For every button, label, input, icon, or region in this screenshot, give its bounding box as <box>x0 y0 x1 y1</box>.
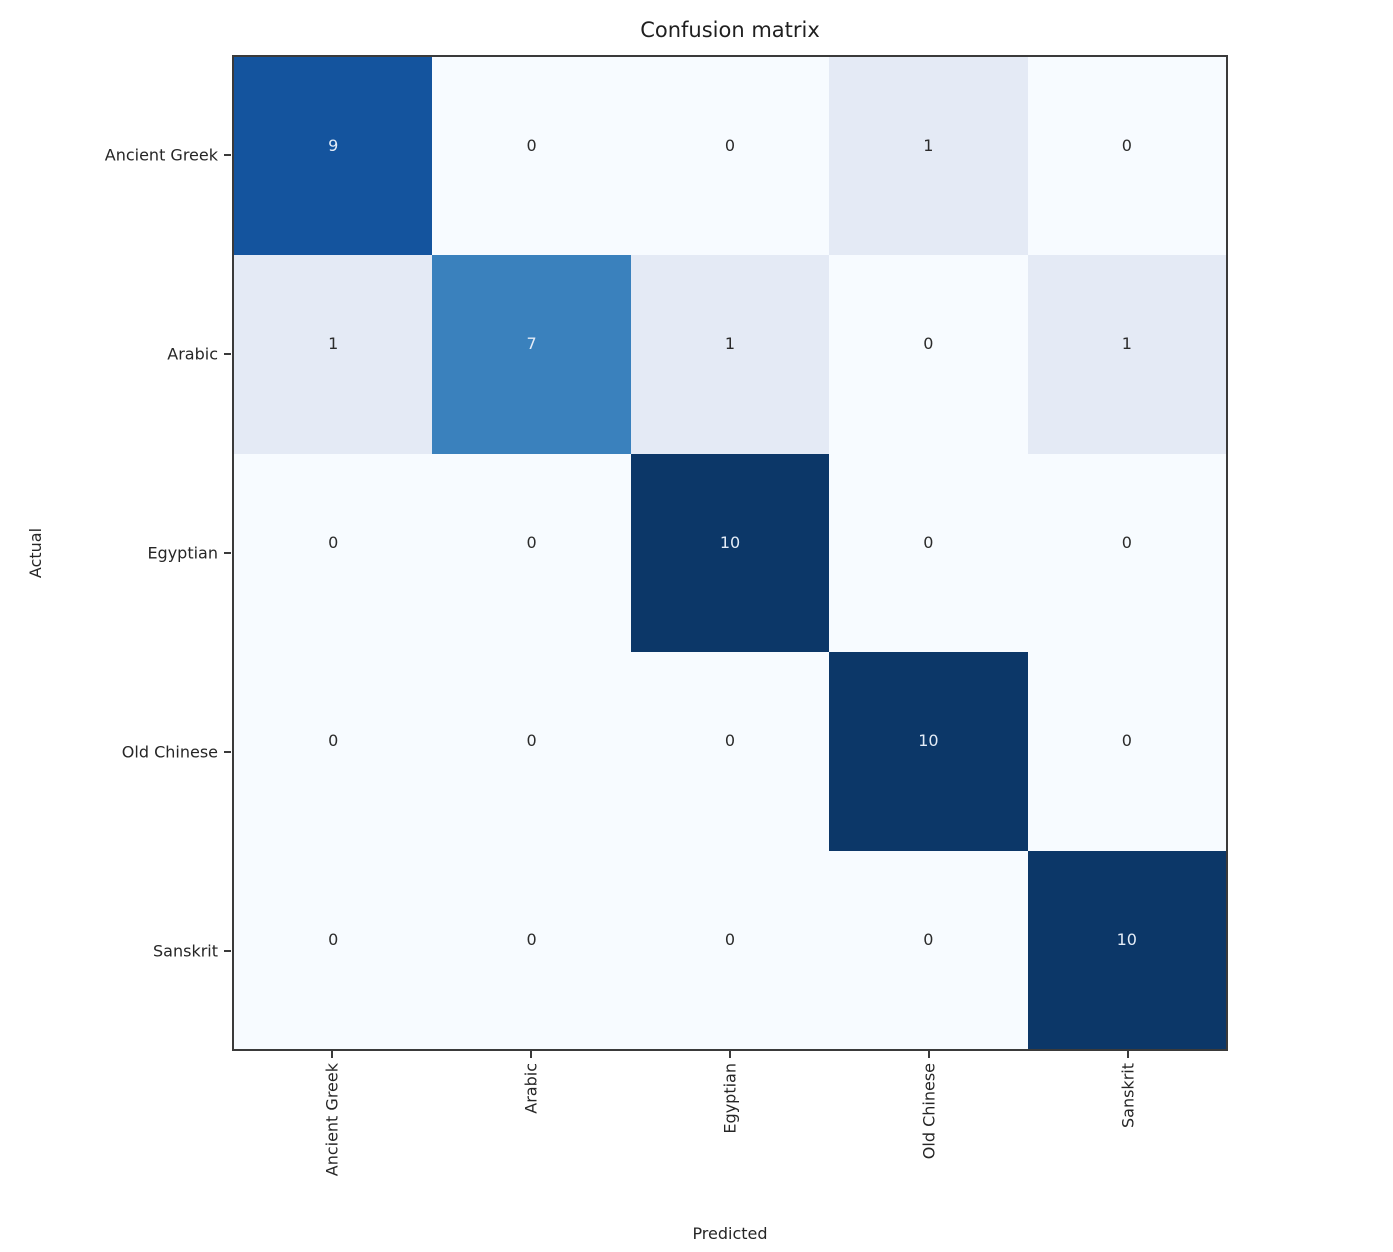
matrix-cell: 0 <box>432 453 631 653</box>
y-axis-tick <box>224 153 231 156</box>
matrix-cell: 10 <box>1027 850 1226 1049</box>
matrix-cell: 0 <box>432 652 631 851</box>
x-axis-tick <box>1127 1051 1130 1058</box>
cell-value: 1 <box>923 136 934 155</box>
x-axis-tick <box>330 1051 333 1058</box>
cell-value: 7 <box>526 334 537 354</box>
col-label: Arabic <box>521 1063 541 1114</box>
matrix-cell: 0 <box>1027 57 1226 256</box>
row-label: Ancient Greek <box>104 145 218 165</box>
cell-value: 0 <box>526 136 537 155</box>
matrix-cell: 1 <box>630 255 830 454</box>
matrix-cell: 0 <box>1027 652 1226 851</box>
matrix-cell: 0 <box>234 652 433 851</box>
matrix-cell: 10 <box>630 453 830 653</box>
y-axis-tick <box>224 552 231 554</box>
matrix-cell: 0 <box>829 453 1028 653</box>
y-axis-tick <box>224 950 231 953</box>
cell-value: 0 <box>724 929 736 949</box>
matrix-cell: 0 <box>432 850 631 1049</box>
matrix-cell: 0 <box>630 850 830 1049</box>
col-label: Old Chinese <box>919 1063 939 1160</box>
cell-value: 0 <box>328 731 339 751</box>
cell-value: 0 <box>923 334 934 354</box>
matrix-cell: 0 <box>630 652 830 851</box>
col-label: Egyptian <box>720 1063 740 1134</box>
x-axis-label: Predicted <box>692 1224 768 1243</box>
cell-value: 1 <box>328 334 339 354</box>
cell-value: 0 <box>526 532 537 552</box>
matrix-cell: 0 <box>829 255 1028 454</box>
row-label: Old Chinese <box>121 742 218 762</box>
heatmap-plot-area: 9 0 0 1 0 1 7 1 0 1 0 0 10 0 0 0 0 0 10 0 0 0 0 0 10 <box>232 55 1228 1051</box>
cell-value: 0 <box>1121 136 1132 155</box>
y-axis-label: Actual <box>26 527 45 579</box>
cell-value: 0 <box>724 136 736 155</box>
col-label: Ancient Greek <box>322 1063 342 1177</box>
cell-value: 0 <box>526 929 537 949</box>
y-axis-tick <box>224 352 231 355</box>
matrix-cell: 9 <box>234 57 433 256</box>
matrix-cell: 0 <box>630 57 830 256</box>
matrix-cell: 1 <box>829 57 1028 256</box>
matrix-cell: 0 <box>1027 453 1226 653</box>
y-axis-tick <box>224 751 231 754</box>
matrix-cell: 0 <box>234 850 433 1049</box>
cell-value: 1 <box>1121 334 1132 354</box>
x-axis-tick <box>529 1051 532 1058</box>
row-label: Sanskrit <box>153 941 218 961</box>
matrix-cell: 10 <box>829 652 1028 851</box>
matrix-cell: 7 <box>432 255 631 454</box>
matrix-cell: 1 <box>1027 255 1226 454</box>
row-label: Arabic <box>167 344 218 364</box>
cell-value: 0 <box>923 532 934 552</box>
matrix-cell: 0 <box>234 453 433 653</box>
cell-value: 10 <box>918 731 939 751</box>
x-axis-tick <box>729 1051 731 1058</box>
cell-value: 0 <box>1121 731 1132 751</box>
cell-value: 10 <box>719 532 741 552</box>
cell-value: 0 <box>724 731 736 751</box>
cell-value: 0 <box>1121 532 1132 552</box>
cell-value: 0 <box>526 731 537 751</box>
col-label: Sanskrit <box>1118 1063 1138 1128</box>
row-label: Egyptian <box>147 543 218 563</box>
cell-value: 0 <box>923 929 934 949</box>
matrix-cell: 1 <box>234 255 433 454</box>
cell-value: 0 <box>328 929 339 949</box>
cell-value: 0 <box>328 532 339 552</box>
cell-value: 1 <box>724 334 736 354</box>
cell-value: 9 <box>328 136 339 155</box>
chart-title: Confusion matrix <box>640 18 820 42</box>
cell-value: 10 <box>1116 929 1137 949</box>
matrix-cell: 0 <box>432 57 631 256</box>
matrix-cell: 0 <box>829 850 1028 1049</box>
x-axis-tick <box>928 1051 931 1058</box>
